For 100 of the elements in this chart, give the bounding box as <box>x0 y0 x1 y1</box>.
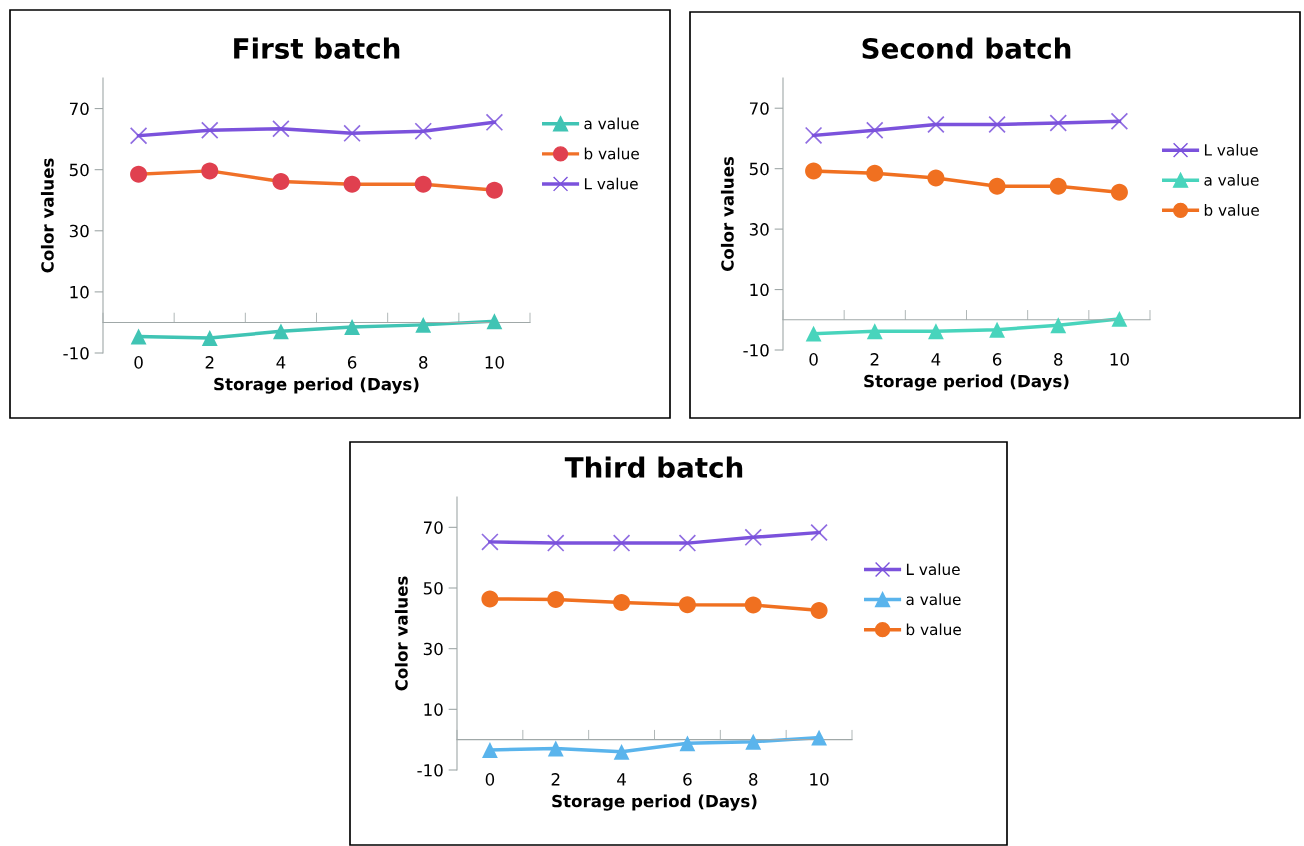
point <box>810 601 828 619</box>
point <box>678 596 696 614</box>
x-tick-label: 10 <box>485 356 504 369</box>
point <box>1110 112 1129 130</box>
y-tick-label: 70 <box>69 102 89 116</box>
legend-label: L value <box>584 177 638 190</box>
y-axis-title: Color values <box>40 158 54 273</box>
legend-label: a value <box>906 593 961 606</box>
point <box>613 743 630 760</box>
point <box>745 733 762 750</box>
x-tick-label: 8 <box>1054 353 1063 366</box>
y-tick-label: 10 <box>70 285 89 299</box>
point <box>1049 114 1068 132</box>
point <box>1111 310 1128 327</box>
point <box>988 177 1006 195</box>
y-tick-label: 30 <box>423 642 443 656</box>
point <box>679 735 696 752</box>
y-tick-label: 10 <box>750 283 769 297</box>
y-tick-label: 50 <box>423 581 443 595</box>
point <box>273 323 289 340</box>
point <box>485 181 503 199</box>
point <box>989 321 1005 338</box>
y-axis-title: Color values <box>720 156 734 272</box>
x-tick-label: 2 <box>870 353 879 366</box>
point <box>130 165 148 183</box>
point <box>343 175 361 193</box>
point <box>481 533 499 551</box>
legend-label: b value <box>584 147 639 160</box>
y-tick-label: 30 <box>69 224 89 238</box>
point <box>344 319 360 335</box>
point <box>343 124 361 143</box>
y-tick-label: -10 <box>63 346 89 360</box>
y-tick-label: 50 <box>749 162 769 176</box>
point <box>744 596 762 614</box>
x-tick-label: 4 <box>276 356 286 369</box>
x-tick-label: 0 <box>809 353 818 366</box>
x-tick-label: 2 <box>205 356 214 369</box>
point <box>866 323 883 340</box>
x-tick-label: 6 <box>683 773 692 786</box>
point <box>482 742 498 758</box>
y-tick-label: 30 <box>749 223 769 236</box>
x-axis-title: Storage period (Days) <box>214 377 419 394</box>
point <box>927 169 945 187</box>
x-axis-title: Storage period (Days) <box>552 794 757 811</box>
point <box>485 113 504 132</box>
point <box>481 590 499 608</box>
point <box>805 325 822 342</box>
chart-title: First batch <box>234 37 400 59</box>
point <box>547 740 564 757</box>
point <box>129 126 148 145</box>
legend-label: a value <box>1204 173 1259 186</box>
legend-label: L value <box>1204 143 1258 156</box>
legend-label: b value <box>906 623 961 636</box>
point <box>414 122 433 140</box>
point <box>201 330 218 346</box>
x-tick-label: 10 <box>810 773 829 786</box>
y-tick-label: -10 <box>417 763 443 777</box>
point <box>865 121 884 140</box>
x-tick-label: 0 <box>485 773 495 786</box>
point <box>200 121 219 140</box>
point <box>1050 317 1067 334</box>
x-tick-label: 10 <box>1110 353 1129 366</box>
legend-label: b value <box>1204 204 1259 216</box>
point <box>201 162 219 180</box>
point <box>612 534 631 552</box>
x-tick-label: 8 <box>419 356 428 369</box>
point <box>804 126 823 145</box>
point <box>130 328 147 345</box>
point <box>866 164 884 182</box>
point <box>1110 183 1128 201</box>
point <box>272 119 290 138</box>
point <box>988 115 1006 134</box>
point <box>927 115 945 134</box>
point <box>546 534 565 552</box>
x-tick-label: 2 <box>551 773 560 786</box>
point <box>811 729 827 746</box>
chart-title: Third batch <box>564 456 743 478</box>
chart-title: Second batch <box>862 37 1071 59</box>
point <box>805 162 823 180</box>
legend-label: L value <box>906 563 960 576</box>
point <box>928 323 944 340</box>
legend-label: a value <box>584 117 639 130</box>
point <box>547 591 565 609</box>
x-tick-label: 8 <box>749 773 758 786</box>
point <box>613 594 631 612</box>
x-tick-label: 0 <box>134 356 143 369</box>
y-tick-label: 70 <box>423 521 443 534</box>
x-axis-title: Storage period (Days) <box>864 374 1069 391</box>
x-tick-label: 6 <box>992 353 1002 366</box>
point <box>415 316 432 333</box>
x-tick-label: 6 <box>347 356 357 369</box>
point <box>744 528 763 547</box>
point <box>1049 177 1067 195</box>
x-tick-label: 4 <box>617 773 626 786</box>
point <box>414 175 432 193</box>
point <box>486 313 503 330</box>
y-tick-label: -10 <box>743 343 769 357</box>
y-tick-label: 50 <box>69 163 89 177</box>
y-tick-label: 70 <box>749 102 769 115</box>
y-axis-title: Color values <box>394 576 408 691</box>
